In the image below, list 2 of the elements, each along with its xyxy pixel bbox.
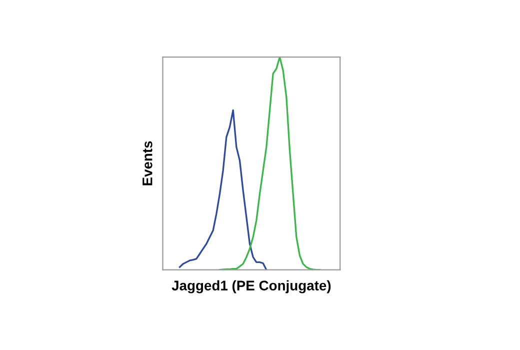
y-axis-title: Events [142,141,152,186]
x-axis-title: Jagged1 (PE Conjugate) [172,280,331,294]
